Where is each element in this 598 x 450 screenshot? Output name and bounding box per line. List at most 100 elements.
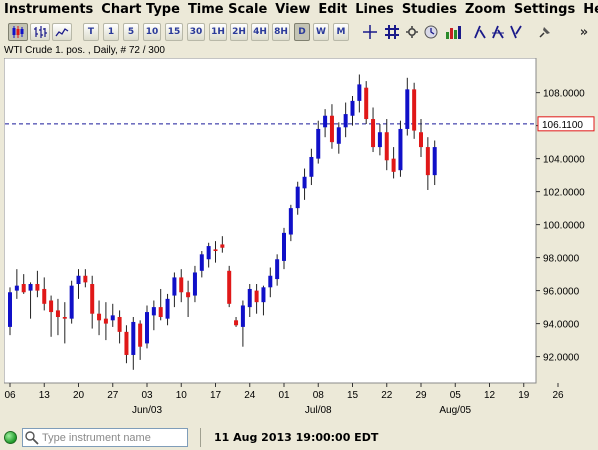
menu-instruments[interactable]: Instruments	[4, 2, 94, 17]
timeframe-button-5[interactable]: 5	[123, 23, 139, 41]
month-label: Jun/03	[132, 405, 162, 416]
toolbar-overflow-icon[interactable]: »	[579, 24, 589, 40]
candle-body	[419, 132, 423, 148]
candle-body	[213, 249, 218, 252]
line-type-icon[interactable]	[52, 23, 72, 41]
x-tick-label: 08	[313, 390, 325, 401]
candle-body	[384, 132, 389, 161]
instrument-search-input[interactable]	[40, 430, 185, 445]
timeframe-button-1[interactable]: 1	[103, 23, 119, 41]
candle-body	[350, 100, 355, 116]
x-tick-label: 29	[415, 390, 427, 401]
menu-view[interactable]: View	[275, 2, 311, 17]
timeframe-button-10[interactable]: 10	[143, 23, 161, 41]
candle-body	[405, 89, 410, 129]
search-icon	[25, 430, 39, 445]
timeframe-button-w[interactable]: W	[313, 23, 329, 41]
candle-body	[49, 300, 54, 313]
candle-body	[8, 292, 12, 327]
candle-body	[261, 287, 266, 303]
line-tool-2-icon[interactable]	[490, 23, 506, 41]
x-tick-label: 26	[552, 390, 564, 401]
candle-body	[97, 313, 102, 321]
candle-body	[21, 284, 26, 293]
candle-body	[302, 176, 307, 189]
y-tick-label: 92.0000	[543, 353, 580, 364]
volume-icon[interactable]	[443, 23, 465, 41]
x-tick-label: 05	[450, 390, 462, 401]
candle-body	[412, 89, 417, 131]
candle-body	[371, 119, 376, 148]
time-icon[interactable]	[422, 23, 440, 41]
candle-body	[432, 147, 437, 176]
candle-body	[282, 232, 286, 261]
candle-body	[295, 186, 300, 209]
candle-body	[343, 114, 348, 128]
x-tick-label: 20	[73, 390, 85, 401]
candle-body	[103, 318, 108, 324]
menu-lines[interactable]: Lines	[355, 2, 394, 17]
candle-body	[199, 254, 204, 271]
y-tick-label: 104.0000	[543, 155, 585, 166]
y-tick-label: 96.0000	[543, 287, 580, 298]
candle-body	[309, 156, 314, 177]
timeframe-button-m[interactable]: M	[333, 23, 349, 41]
chart-svg[interactable]: 92.0000 94.0000 96.0000 98.0000 100.0000 102.…	[4, 58, 598, 422]
timeframe-button-30[interactable]: 30	[187, 23, 205, 41]
settings-icon[interactable]	[404, 23, 420, 41]
plot-area	[4, 58, 537, 384]
candle-body	[124, 331, 129, 355]
candle-body	[28, 284, 33, 291]
candlestick-type-icon[interactable]	[8, 23, 28, 41]
menu-chart-type[interactable]: Chart Type	[101, 2, 180, 17]
instrument-search[interactable]	[22, 428, 188, 447]
line-tool-3-icon[interactable]	[508, 23, 524, 41]
timeframe-button-d[interactable]: D	[294, 23, 310, 41]
menu-edit[interactable]: Edit	[318, 2, 348, 17]
candle-body	[76, 275, 81, 285]
price-chart[interactable]: 92.0000 94.0000 96.0000 98.0000 100.0000 102.…	[4, 58, 598, 422]
month-label: Aug/05	[439, 405, 471, 416]
candle-body	[138, 323, 143, 347]
current-price-label: 106.1100	[542, 120, 583, 131]
status-bar: 11 Aug 2013 19:00:00 EDT	[0, 425, 598, 450]
candle-body	[336, 127, 341, 144]
crosshair-icon[interactable]	[360, 23, 380, 41]
timeframe-button-8h[interactable]: 8H	[272, 23, 290, 41]
candle-body	[165, 298, 170, 319]
menu-time-scale[interactable]: Time Scale	[187, 2, 268, 17]
candle-body	[323, 115, 328, 128]
y-tick-label: 108.0000	[543, 89, 585, 100]
candle-body	[234, 320, 239, 326]
candle-body	[275, 259, 280, 280]
timeframe-button-t[interactable]: T	[83, 23, 99, 41]
candle-body	[55, 310, 60, 318]
candle-body	[14, 285, 19, 291]
grid-icon[interactable]	[383, 23, 401, 41]
x-tick-label: 06	[4, 390, 16, 401]
candle-body	[179, 277, 184, 293]
timeframe-button-15[interactable]: 15	[165, 23, 183, 41]
candle-body	[254, 290, 259, 303]
timeframe-button-4h[interactable]: 4H	[251, 23, 269, 41]
timeframe-button-1h[interactable]: 1H	[209, 23, 227, 41]
menu-settings[interactable]: Settings	[513, 2, 576, 17]
pin-icon[interactable]	[536, 23, 554, 41]
bar-type-icon[interactable]	[30, 23, 50, 41]
menu-studies[interactable]: Studies	[401, 2, 457, 17]
candle-body	[247, 288, 252, 308]
x-tick-label: 17	[210, 390, 222, 401]
candle-body	[377, 132, 382, 148]
candle-body	[83, 275, 88, 283]
y-tick-label: 102.0000	[543, 188, 585, 199]
candle-body	[227, 270, 232, 304]
status-divider	[200, 428, 201, 447]
x-tick-label: 19	[518, 390, 530, 401]
menu-help[interactable]: Help	[583, 2, 598, 17]
line-tool-1-icon[interactable]	[472, 23, 488, 41]
menu-zoom[interactable]: Zoom	[464, 2, 506, 17]
candle-body	[240, 305, 245, 327]
candle-body	[172, 277, 177, 296]
current-price-box	[537, 116, 595, 132]
timeframe-button-2h[interactable]: 2H	[230, 23, 248, 41]
